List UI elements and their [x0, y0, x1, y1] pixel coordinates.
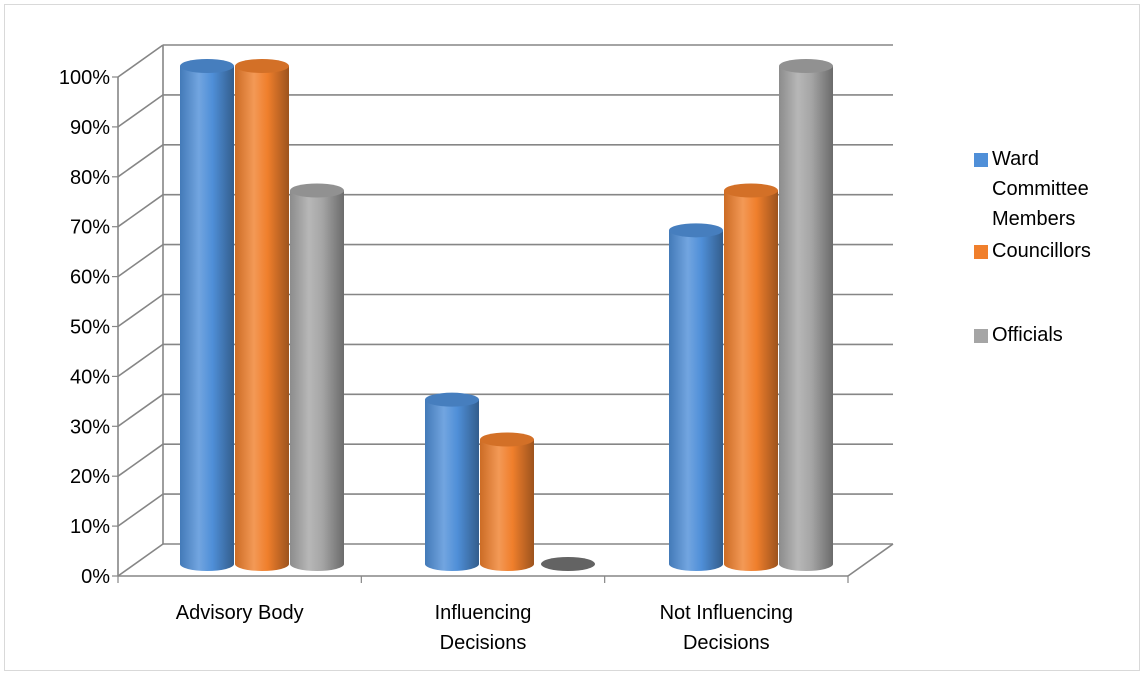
bar-ward-committee-members-2-body — [669, 230, 723, 571]
y-tick-label: 20% — [70, 466, 110, 488]
bar-ward-committee-members-1-cap — [425, 392, 479, 407]
bar-ward-committee-members-1 — [425, 392, 479, 571]
bar-ward-committee-members-2-cap — [669, 223, 723, 238]
y-tick-label: 0% — [81, 566, 110, 588]
chart-frame — [4, 4, 1140, 671]
bar-officials-0-cap — [290, 183, 344, 198]
bar-officials-1 — [541, 557, 595, 571]
bar-councillors-0-cap — [235, 59, 289, 73]
bar-ward-committee-members-1-body — [425, 399, 479, 571]
floor-edge — [847, 543, 894, 577]
y-tick-label: 40% — [70, 366, 110, 388]
legend-item-ward-committee-members: Ward Committee Members — [974, 148, 1132, 234]
bar-councillors-0 — [235, 59, 289, 571]
y-tick-label: 80% — [70, 167, 110, 189]
bar-councillors-1-body — [480, 439, 534, 571]
legend-label-officials: Officials — [992, 324, 1063, 346]
side-wall-gridline — [117, 94, 164, 128]
bar-ward-committee-members-2 — [669, 223, 723, 571]
x-category-label: Not Influencing Decisions — [660, 602, 793, 654]
legend-item-officials: Officials — [974, 324, 1132, 350]
bar-ward-committee-members-0-body — [180, 66, 234, 571]
bar-councillors-0-body — [235, 66, 289, 571]
x-category-label: Influencing Decisions — [435, 602, 532, 654]
y-tick-label: 100% — [59, 67, 110, 89]
legend-swatch-officials — [974, 329, 988, 343]
bar-ward-committee-members-0-cap — [180, 59, 234, 73]
bar-councillors-1-cap — [480, 432, 534, 447]
y-tick-label: 10% — [70, 516, 110, 538]
bar-councillors-2-body — [724, 190, 778, 571]
y-tick-label: 70% — [70, 217, 110, 239]
y-tick-label: 30% — [70, 416, 110, 438]
side-wall-gridline — [117, 343, 164, 378]
bar-councillors-1 — [480, 432, 534, 571]
y-tick-label: 90% — [70, 117, 110, 139]
legend-swatch-councillors — [974, 245, 988, 259]
legend-label-councillors: Councillors — [992, 240, 1091, 262]
bar-officials-0 — [290, 183, 344, 571]
bar-officials-0-body — [290, 190, 344, 571]
side-wall-gridline — [117, 144, 164, 178]
legend-label-ward-committee-members: Ward Committee Members — [992, 148, 1089, 230]
side-wall-gridline — [117, 293, 164, 328]
y-tick-label: 50% — [70, 317, 110, 339]
side-wall-gridline — [117, 194, 164, 228]
bar-councillors-2-cap — [724, 183, 778, 198]
side-wall-gridline — [117, 493, 164, 527]
side-wall-gridline — [117, 243, 164, 278]
y-tick-label: 60% — [70, 267, 110, 289]
side-wall-gridline — [117, 443, 164, 477]
bar-ward-committee-members-0 — [180, 59, 234, 571]
side-wall-gridline — [117, 543, 164, 577]
side-wall-gridline — [117, 44, 164, 78]
x-category-label: Advisory Body — [176, 602, 304, 624]
bar-councillors-2 — [724, 183, 778, 571]
bar-officials-2 — [779, 59, 833, 571]
bar-officials-2-body — [779, 66, 833, 571]
side-wall-gridline — [117, 393, 164, 427]
legend-swatch-ward-committee-members — [974, 153, 988, 167]
bar-officials-2-cap — [779, 59, 833, 73]
legend-item-councillors: Councillors — [974, 240, 1132, 266]
